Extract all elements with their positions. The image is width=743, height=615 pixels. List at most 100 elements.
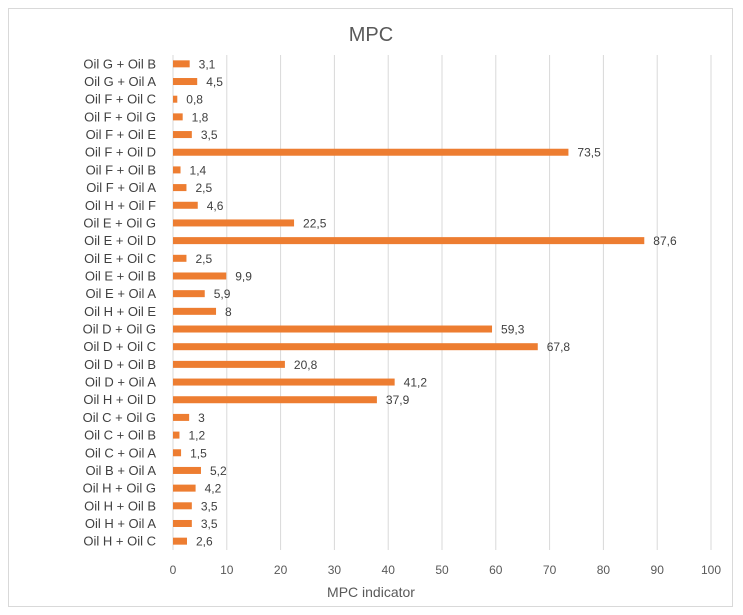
category-label: Oil F + Oil C bbox=[85, 92, 156, 107]
bar bbox=[173, 449, 182, 457]
bar bbox=[173, 60, 190, 68]
bar bbox=[173, 131, 192, 139]
bar bbox=[173, 184, 187, 192]
data-label: 4,5 bbox=[206, 75, 223, 89]
category-label: Oil H + Oil D bbox=[83, 392, 156, 407]
category-label: Oil H + Oil G bbox=[83, 481, 156, 496]
data-label: 1,2 bbox=[188, 429, 205, 443]
data-label: 22,5 bbox=[303, 216, 327, 230]
x-tick-label: 10 bbox=[220, 563, 234, 577]
x-tick-label: 70 bbox=[543, 563, 557, 577]
bar bbox=[173, 272, 227, 280]
bar bbox=[173, 502, 192, 510]
bar bbox=[173, 484, 196, 492]
chart-frame bbox=[8, 8, 733, 607]
category-label: Oil F + Oil A bbox=[86, 180, 156, 195]
bar bbox=[173, 78, 198, 86]
data-label: 59,3 bbox=[501, 323, 525, 337]
data-label: 3 bbox=[198, 411, 205, 425]
category-label: Oil G + Oil A bbox=[84, 74, 156, 89]
category-label: Oil D + Oil C bbox=[83, 339, 156, 354]
category-label: Oil F + Oil D bbox=[85, 145, 156, 160]
category-label: Oil F + Oil G bbox=[84, 109, 156, 124]
category-label: Oil E + Oil A bbox=[86, 286, 157, 301]
bar bbox=[173, 537, 187, 545]
category-label: Oil F + Oil B bbox=[86, 162, 156, 177]
data-label: 1,4 bbox=[190, 163, 207, 177]
category-label: Oil H + Oil B bbox=[84, 498, 156, 513]
bars bbox=[173, 60, 645, 545]
category-label: Oil E + Oil G bbox=[83, 215, 156, 230]
x-tick-label: 80 bbox=[597, 563, 611, 577]
data-label: 20,8 bbox=[294, 358, 318, 372]
data-label: 73,5 bbox=[577, 146, 601, 160]
bar bbox=[173, 201, 198, 209]
bar bbox=[173, 307, 217, 315]
category-label: Oil B + Oil A bbox=[86, 463, 157, 478]
data-label: 2,5 bbox=[195, 252, 212, 266]
x-axis-title: MPC indicator bbox=[327, 584, 415, 600]
bar bbox=[173, 254, 187, 262]
category-labels: Oil G + Oil B Oil G + Oil A Oil F + Oil C O… bbox=[83, 56, 157, 548]
data-label: 1,8 bbox=[192, 110, 209, 124]
x-tick-label: 40 bbox=[382, 563, 396, 577]
bar bbox=[173, 166, 181, 174]
x-tick-label: 90 bbox=[651, 563, 665, 577]
data-label: 3,1 bbox=[199, 57, 216, 71]
data-label: 37,9 bbox=[386, 393, 410, 407]
data-label: 5,2 bbox=[210, 464, 227, 478]
bar bbox=[173, 466, 201, 474]
x-tick-label: 60 bbox=[489, 563, 503, 577]
category-label: Oil H + Oil A bbox=[85, 516, 156, 531]
category-label: Oil G + Oil B bbox=[83, 56, 156, 71]
x-tick-label: 100 bbox=[701, 563, 721, 577]
x-tick-label: 0 bbox=[170, 563, 177, 577]
chart-title: MPC bbox=[349, 24, 393, 46]
bar bbox=[173, 360, 285, 368]
bar bbox=[173, 219, 295, 227]
bar bbox=[173, 396, 377, 404]
category-label: Oil C + Oil A bbox=[85, 445, 156, 460]
bar bbox=[173, 95, 178, 103]
bar bbox=[173, 148, 569, 156]
data-label: 8 bbox=[225, 305, 232, 319]
data-label: 3,5 bbox=[201, 128, 218, 142]
bar bbox=[173, 413, 190, 421]
category-label: Oil C + Oil G bbox=[83, 410, 156, 425]
category-label: Oil H + Oil E bbox=[84, 304, 156, 319]
data-label: 0,8 bbox=[186, 93, 203, 107]
x-tick-label: 20 bbox=[274, 563, 288, 577]
category-label: Oil D + Oil G bbox=[83, 322, 156, 337]
bar bbox=[173, 343, 538, 351]
category-label: Oil C + Oil B bbox=[84, 428, 156, 443]
x-tick-label: 50 bbox=[435, 563, 449, 577]
data-label: 4,2 bbox=[205, 482, 222, 496]
data-label: 67,8 bbox=[547, 340, 571, 354]
bar bbox=[173, 519, 192, 527]
data-label: 2,6 bbox=[196, 535, 213, 549]
data-label: 3,5 bbox=[201, 517, 218, 531]
bar bbox=[173, 290, 205, 298]
data-label: 5,9 bbox=[214, 287, 231, 301]
data-label: 87,6 bbox=[653, 234, 677, 248]
category-label: Oil D + Oil A bbox=[85, 375, 156, 390]
bar bbox=[173, 325, 493, 333]
category-label: Oil E + Oil D bbox=[84, 233, 156, 248]
x-tick-labels: 0 10 20 30 40 50 60 70 80 90 100 bbox=[170, 563, 722, 577]
category-label: Oil D + Oil B bbox=[84, 357, 156, 372]
x-tick-label: 30 bbox=[328, 563, 342, 577]
bar bbox=[173, 431, 180, 439]
bar bbox=[173, 113, 183, 121]
value-labels: 3,1 4,50,8 1,8 3,5 73,5 1,4 2,5 4,6 22,5 87,6 2,5 9… bbox=[186, 57, 677, 548]
bar bbox=[173, 378, 395, 386]
data-label: 41,2 bbox=[404, 376, 428, 390]
data-label: 9,9 bbox=[235, 269, 252, 283]
category-label: Oil E + Oil B bbox=[85, 268, 156, 283]
data-label: 4,6 bbox=[207, 199, 224, 213]
gridlines bbox=[172, 55, 712, 550]
data-label: 3,5 bbox=[201, 499, 218, 513]
data-label: 1,5 bbox=[190, 446, 207, 460]
category-label: Oil F + Oil E bbox=[86, 127, 157, 142]
category-label: Oil E + Oil C bbox=[84, 251, 156, 266]
